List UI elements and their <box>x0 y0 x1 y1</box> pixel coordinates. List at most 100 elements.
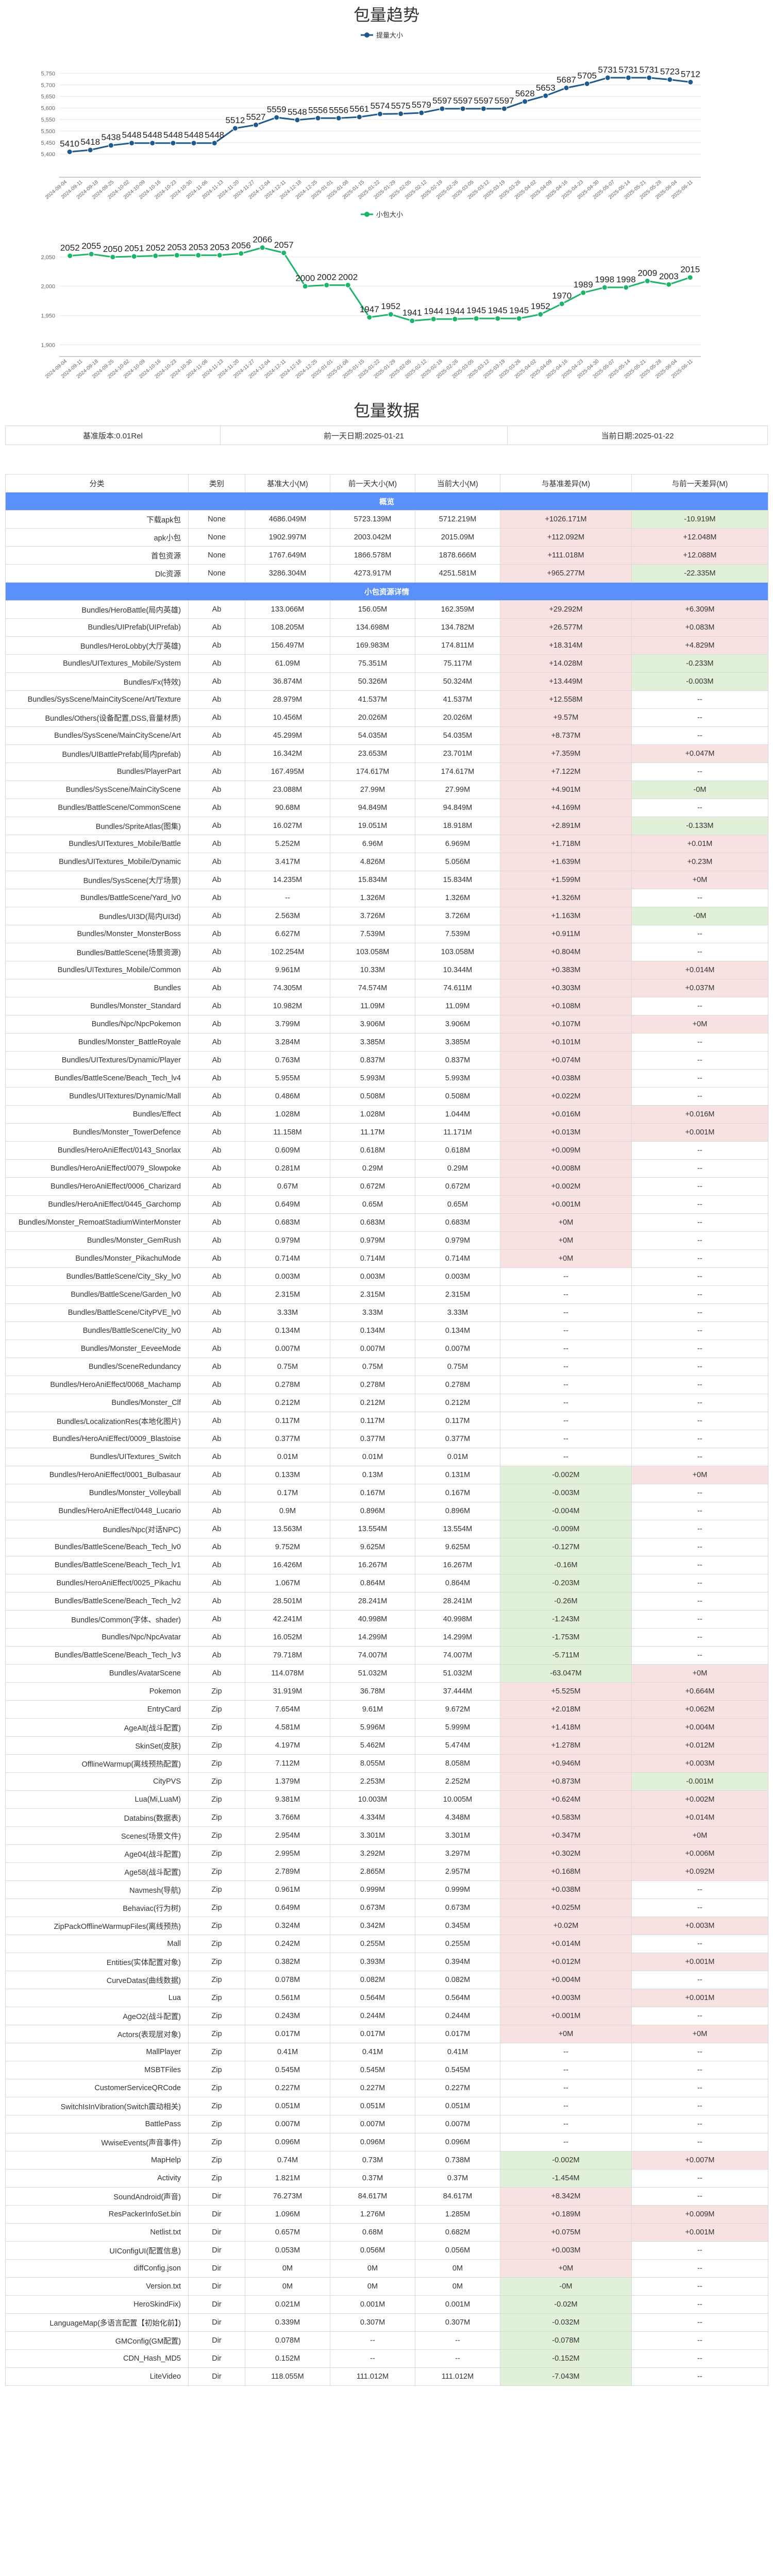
prev-size-cell: 103.058M <box>330 943 415 961</box>
name-cell: MapHelp <box>5 2151 189 2170</box>
prev-size-cell: 0.68M <box>330 2223 415 2242</box>
prev-size-cell: 4.334M <box>330 1808 415 1827</box>
diff-base-cell: +5.525M <box>500 1682 632 1701</box>
diff-base-cell: +0.003M <box>500 2241 632 2260</box>
prev-size-cell: 0.051M <box>330 2097 415 2115</box>
cur-size-cell: 0.714M <box>415 1249 500 1268</box>
cur-size-cell: 18.918M <box>415 817 500 835</box>
table-row: diffConfig.json Dir 0M 0M 0M +0M -- <box>5 2259 768 2278</box>
prev-size-cell: 0.714M <box>330 1249 415 1268</box>
prev-size-cell: 0.545M <box>330 2061 415 2079</box>
prev-size-cell: 1.028M <box>330 1105 415 1124</box>
table-row: Behaviac(行为树) Zip 0.649M 0.673M 0.673M +0.025… <box>5 1899 768 1917</box>
name-cell: Bundles/AvatarScene <box>5 1664 189 1683</box>
type-cell: None <box>188 510 245 529</box>
diff-prev-cell: -- <box>631 1484 768 1502</box>
type-cell: Ab <box>188 708 245 727</box>
type-cell: Ab <box>188 762 245 781</box>
column-header: 分类 <box>5 474 189 493</box>
name-cell: Bundles/UIPrefab(UIPrefab) <box>5 618 189 637</box>
diff-base-cell: +2.891M <box>500 817 632 835</box>
name-cell: Bundles/Fx(特效) <box>5 672 189 691</box>
table-row: Bundles/BattleScene/City_Sky_lv0 Ab 0.003M… <box>5 1267 768 1286</box>
diff-prev-cell: +0.001M <box>631 1123 768 1142</box>
name-cell: Bundles/HeroAniEffect/0079_Slowpoke <box>5 1159 189 1178</box>
diff-prev-cell: -- <box>631 1303 768 1322</box>
table-row: Bundles/UITextures_Switch Ab 0.01M 0.01M 0.0… <box>5 1448 768 1466</box>
cur-size-cell: 0.001M <box>415 2295 500 2314</box>
prev-size-cell: 0.864M <box>330 1574 415 1592</box>
y-tick-label: 5,500 <box>41 128 55 134</box>
name-cell: Bundles/Others(设备配置,DSS,音量材质) <box>5 708 189 727</box>
data-label: 5418 <box>80 137 100 147</box>
table-row: Age58(战斗配置) Zip 2.789M 2.865M 2.957M +0.168M +… <box>5 1862 768 1881</box>
data-point <box>646 75 652 81</box>
data-label: 1989 <box>574 280 593 290</box>
prev-size-cell: 0.255M <box>330 1935 415 1953</box>
name-cell: BattlePass <box>5 2115 189 2133</box>
type-cell: Ab <box>188 1574 245 1592</box>
column-header: 基准大小(M) <box>245 474 330 493</box>
table-row: Bundles/Monster_EeveeMode Ab 0.007M 0.007M 0… <box>5 1340 768 1358</box>
y-tick-label: 2,000 <box>41 284 55 290</box>
prev-size-cell: 41.537M <box>330 690 415 709</box>
diff-prev-cell: -- <box>631 1159 768 1178</box>
type-cell: Ab <box>188 1646 245 1665</box>
cur-size-cell: 2.315M <box>415 1285 500 1304</box>
type-cell: Ab <box>188 1466 245 1484</box>
data-label: 2052 <box>146 243 165 253</box>
table-row: Bundles/SysScene(大厅场景) Ab 14.235M 15.834M 15… <box>5 871 768 889</box>
diff-base-cell: +0.302M <box>500 1844 632 1863</box>
diff-prev-cell: +0.004M <box>631 1718 768 1737</box>
type-cell: Ab <box>188 690 245 709</box>
base-size-cell: 1767.649M <box>245 546 330 565</box>
diff-base-cell: -0M <box>500 2277 632 2296</box>
diff-base-cell: +0.001M <box>500 2007 632 2025</box>
base-size-cell: 2.563M <box>245 907 330 925</box>
cur-size-cell: 14.299M <box>415 1628 500 1647</box>
name-cell: CDN_Hash_MD5 <box>5 2349 189 2368</box>
table-row: ResPackerInfoSet.bin Dir 1.096M 1.276M 1.285… <box>5 2205 768 2224</box>
type-cell: Ab <box>188 1592 245 1611</box>
diff-prev-cell: -- <box>631 1502 768 1520</box>
diff-base-cell: -63.047M <box>500 1664 632 1683</box>
y-tick-label: 5,600 <box>41 106 55 112</box>
type-cell: Zip <box>188 2097 245 2115</box>
cur-size-cell: 174.811M <box>415 636 500 655</box>
base-size-cell: 0.242M <box>245 1935 330 1953</box>
cur-size-cell: 0.377M <box>415 1430 500 1448</box>
base-size-cell: 108.205M <box>245 618 330 637</box>
base-size-cell: 0.007M <box>245 1340 330 1358</box>
table-row: Age04(战斗配置) Zip 2.995M 3.292M 3.297M +0.302M +… <box>5 1844 768 1863</box>
data-point <box>563 85 569 91</box>
prev-size-cell: 0.683M <box>330 1213 415 1232</box>
type-cell: Ab <box>188 1394 245 1412</box>
type-cell: Ab <box>188 1412 245 1430</box>
table-row: Bundles/HeroAniEffect/0009_Blastoise Ab 0.… <box>5 1430 768 1448</box>
cur-size-cell: 1.044M <box>415 1105 500 1124</box>
table-row: AgeO2(战斗配置) Zip 0.243M 0.244M 0.244M +0.001M -… <box>5 2007 768 2025</box>
table-row: Databins(数据表) Zip 3.766M 4.334M 4.348M +0.583… <box>5 1808 768 1827</box>
prev-size-cell: 0.999M <box>330 1880 415 1899</box>
legend-marker <box>364 32 369 38</box>
base-size-cell: 10.982M <box>245 997 330 1015</box>
prev-size-cell: 0.618M <box>330 1141 415 1160</box>
type-cell: Ab <box>188 1538 245 1556</box>
type-cell: Ab <box>188 799 245 817</box>
prev-size-cell: 8.055M <box>330 1754 415 1773</box>
diff-base-cell: +0.016M <box>500 1105 632 1124</box>
name-cell: Bundles/Monster_BattleRoyale <box>5 1033 189 1052</box>
base-size-cell: 0.212M <box>245 1394 330 1412</box>
data-label: 5597 <box>474 96 493 106</box>
name-cell: Bundles/BattleScene/Beach_Tech_lv4 <box>5 1069 189 1088</box>
diff-prev-cell: +0.012M <box>631 1736 768 1755</box>
name-cell: Lua <box>5 1989 189 2007</box>
diff-base-cell: +0.347M <box>500 1826 632 1845</box>
data-label: 5731 <box>598 65 617 75</box>
diff-prev-cell: -- <box>631 2133 768 2151</box>
prev-size-cell: 5.993M <box>330 1069 415 1088</box>
base-size-cell: 0.243M <box>245 2007 330 2025</box>
data-point <box>580 290 586 296</box>
base-size-cell: 0M <box>245 2277 330 2296</box>
cur-size-cell: 23.701M <box>415 744 500 763</box>
